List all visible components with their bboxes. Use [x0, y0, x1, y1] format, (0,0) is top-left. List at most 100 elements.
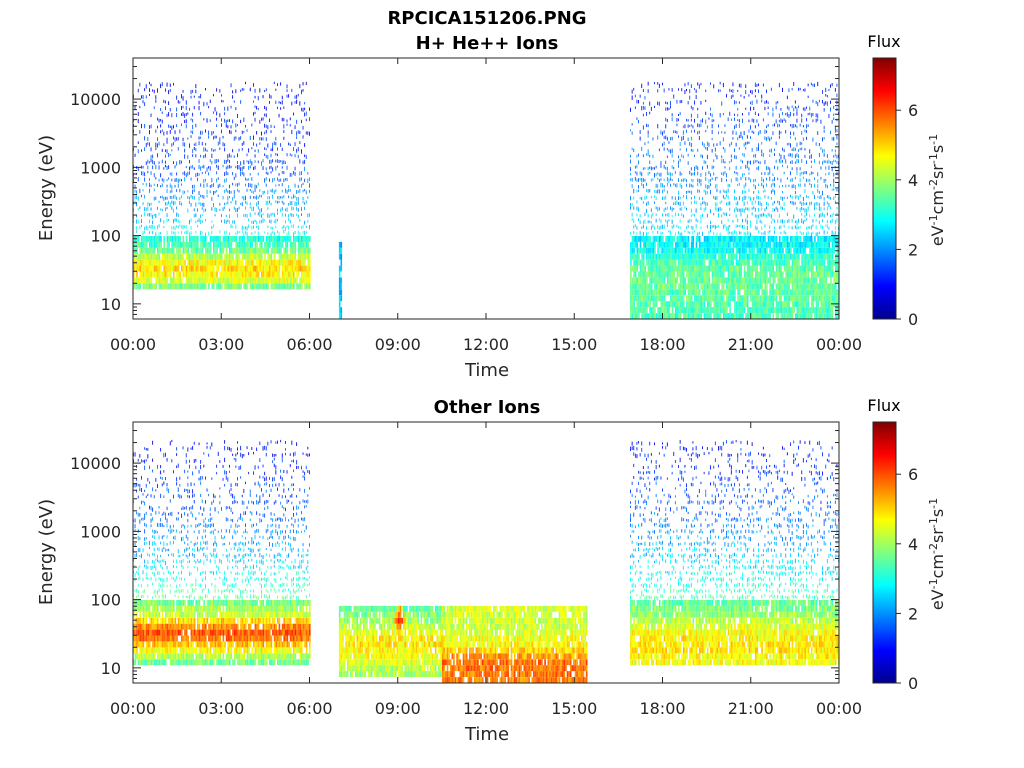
spectrogram-cell — [198, 283, 201, 290]
spectrogram-cell — [166, 137, 168, 142]
spectrogram-cell — [655, 213, 657, 217]
spectrogram-cell — [790, 136, 791, 139]
spectrogram-cell — [681, 88, 683, 92]
spectrogram-cell — [206, 253, 209, 260]
spectrogram-cell — [738, 83, 740, 88]
spectrogram-cell — [644, 212, 646, 217]
spectrogram-cell — [737, 307, 739, 313]
spectrogram-cell — [774, 176, 775, 182]
spectrogram-cell — [169, 153, 171, 156]
spectrogram-cell — [684, 307, 687, 313]
spectrogram-cell — [662, 183, 663, 188]
spectrogram-cell — [636, 178, 638, 183]
spectrogram-cell — [185, 105, 187, 111]
spectrogram-cell — [777, 166, 779, 170]
spectrogram-cell — [137, 241, 140, 248]
spectrogram-cell — [671, 117, 673, 122]
spectrogram-cell — [631, 203, 633, 207]
spectrogram-cell — [758, 190, 759, 194]
spectrogram-cell — [780, 271, 783, 278]
spectrogram-cell — [157, 259, 159, 266]
spectrogram-cell — [660, 253, 663, 260]
spectrogram-cell — [759, 301, 762, 308]
spectrogram-cell — [721, 277, 723, 284]
spectrogram-cell — [193, 147, 195, 151]
spectrogram-cell — [142, 253, 145, 260]
spectrogram-cell — [652, 271, 655, 278]
spectrogram-cell — [681, 283, 683, 290]
spectrogram-cell — [275, 277, 277, 284]
spectrogram-cell — [774, 230, 775, 234]
spectrogram-cell — [149, 219, 150, 223]
spectrogram-cell — [147, 247, 149, 254]
spectrogram-cell — [254, 95, 256, 99]
spectrogram-cell — [283, 236, 285, 242]
spectrogram-cell — [650, 195, 652, 199]
spectrogram-cell — [639, 231, 641, 236]
spectrogram-cell — [831, 188, 833, 191]
spectrogram-cell — [198, 191, 200, 196]
spectrogram-cell — [265, 259, 268, 266]
spectrogram-cell — [670, 101, 671, 106]
spectrogram-cell — [785, 253, 787, 260]
spectrogram-cell — [705, 247, 707, 254]
spectrogram-cell — [815, 265, 818, 272]
spectrogram-cell — [291, 259, 293, 266]
spectrogram-cell — [147, 213, 149, 217]
spectrogram-cell — [695, 253, 698, 260]
spectrogram-cell — [275, 219, 277, 224]
spectrogram-cell — [804, 283, 807, 290]
spectrogram-cell — [687, 253, 690, 260]
spectrogram-cell — [721, 289, 723, 296]
spectrogram-cell — [812, 219, 814, 223]
spectrogram-cell — [719, 289, 722, 296]
spectrogram-cell — [222, 265, 225, 272]
spectrogram-cell — [340, 247, 343, 254]
spectrogram-cell — [758, 253, 760, 260]
spectrogram-cell — [780, 225, 782, 229]
spectrogram-cell — [237, 277, 239, 284]
spectrogram-cell — [309, 131, 310, 136]
spectrogram-cell — [197, 277, 199, 284]
spectrogram-cell — [678, 190, 679, 195]
spectrogram-cell — [245, 226, 246, 230]
spectrogram-cell — [753, 131, 755, 134]
spectrogram-cell — [700, 82, 702, 86]
spectrogram-cell — [692, 265, 695, 272]
spectrogram-cell — [687, 313, 690, 319]
spectrogram-cell — [299, 253, 301, 260]
spectrogram-cell — [668, 241, 671, 248]
spectrogram-cell — [810, 313, 813, 319]
spectrogram-cell — [697, 123, 699, 128]
spectrogram-cell — [734, 100, 735, 105]
spectrogram-cell — [679, 247, 682, 254]
spectrogram-cell — [299, 130, 301, 134]
spectrogram-cell — [233, 155, 235, 158]
spectrogram-cell — [730, 271, 733, 278]
spectrogram-cell — [721, 283, 723, 290]
spectrogram-cell — [740, 283, 743, 290]
spectrogram-cell — [153, 188, 155, 192]
spectrogram-cell — [826, 201, 828, 205]
spectrogram-cell — [822, 259, 824, 266]
spectrogram-cell — [721, 177, 723, 183]
spectrogram-cell — [280, 82, 282, 86]
spectrogram-cell — [665, 117, 667, 122]
spectrogram-cell — [209, 159, 211, 162]
spectrogram-cell — [173, 253, 175, 260]
spectrogram-cell — [775, 119, 777, 124]
spectrogram-cell — [257, 96, 259, 101]
spectrogram-cell — [249, 159, 251, 164]
spectrogram-cell — [655, 190, 657, 193]
spectrogram-cell — [740, 208, 742, 213]
spectrogram-cell — [777, 265, 779, 272]
spectrogram-cell — [299, 219, 301, 222]
spectrogram-cell — [213, 283, 215, 290]
spectrogram-cell — [293, 265, 295, 272]
spectrogram-cell — [777, 277, 779, 284]
spectrogram-cell — [791, 289, 794, 296]
spectrogram-cell — [225, 214, 227, 217]
spectrogram-cell — [770, 183, 772, 188]
spectrogram-cell — [684, 236, 687, 242]
spectrogram-cell — [682, 130, 684, 135]
